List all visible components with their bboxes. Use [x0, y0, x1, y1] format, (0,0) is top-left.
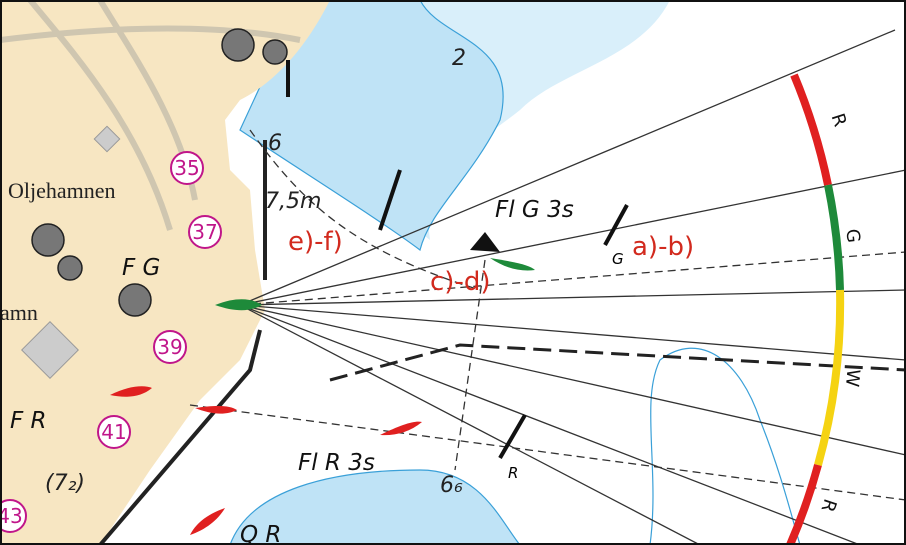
depth: 6 — [268, 131, 282, 156]
depth: 6₆ — [440, 473, 463, 498]
buoy-number: 39 — [157, 335, 182, 359]
light-label: Fl G 3s — [495, 197, 574, 223]
buoy-number: 37 — [192, 220, 217, 244]
light-label: F G — [122, 255, 160, 281]
buoy-number: 43 — [0, 504, 23, 528]
depth: 7,5m — [265, 189, 321, 214]
buoy-number: 41 — [101, 420, 126, 444]
sector-label: c)-d) — [430, 267, 490, 297]
beacon-letter: G — [612, 250, 624, 268]
light-label: Fl R 3s — [298, 450, 375, 476]
sector-label: e)-f) — [288, 227, 343, 257]
light-label: Q R — [240, 522, 281, 545]
place-name: Oljehamnen — [8, 178, 116, 203]
light-label: F R — [10, 408, 47, 434]
nautical-chart: 35 37 39 41 43 2 6 7,5m (7₂) 6₆ Oljehamn… — [0, 0, 906, 545]
arc-label: G — [841, 228, 863, 244]
beacon-letter: R — [508, 464, 518, 482]
arc-label: W — [841, 368, 863, 388]
depth: (7₂) — [45, 471, 85, 496]
buoy-number: 35 — [174, 156, 199, 180]
sector-label: a)-b) — [632, 232, 694, 262]
place-name: amn — [0, 300, 38, 325]
depth: 2 — [452, 46, 466, 71]
